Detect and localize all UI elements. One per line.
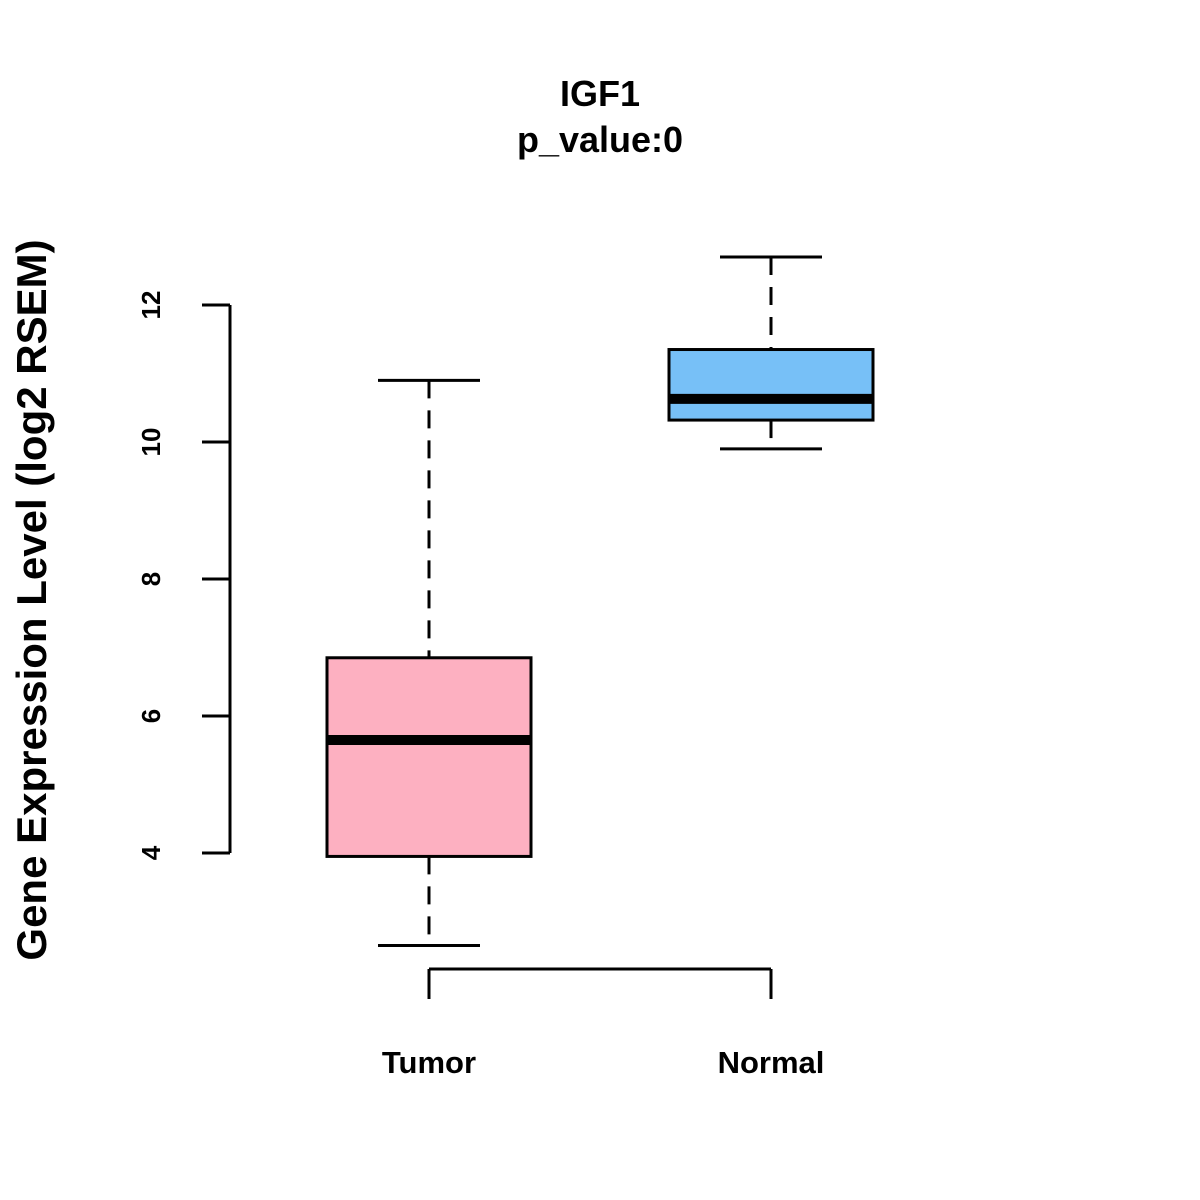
x-tick-label-tumor: Tumor — [382, 1045, 476, 1080]
y-tick-label: 4 — [136, 845, 166, 860]
chart-subtitle: p_value:0 — [517, 119, 683, 160]
y-tick-label: 8 — [136, 572, 166, 586]
y-tick-label: 12 — [136, 291, 166, 320]
y-tick-label: 10 — [136, 428, 166, 457]
y-tick-label: 6 — [136, 709, 166, 723]
x-axis: Tumor Normal — [382, 967, 825, 1080]
y-axis: 4 6 8 10 12 — [136, 291, 232, 860]
box-normal — [667, 255, 875, 451]
boxes-group — [325, 255, 875, 947]
iqr-box — [325, 656, 533, 858]
x-tick-label-normal: Normal — [718, 1045, 825, 1080]
chart-title: IGF1 — [560, 73, 640, 114]
box-tumor — [325, 378, 533, 947]
iqr-box — [667, 348, 875, 422]
y-axis-label: Gene Expression Level (log2 RSEM) — [8, 239, 55, 960]
